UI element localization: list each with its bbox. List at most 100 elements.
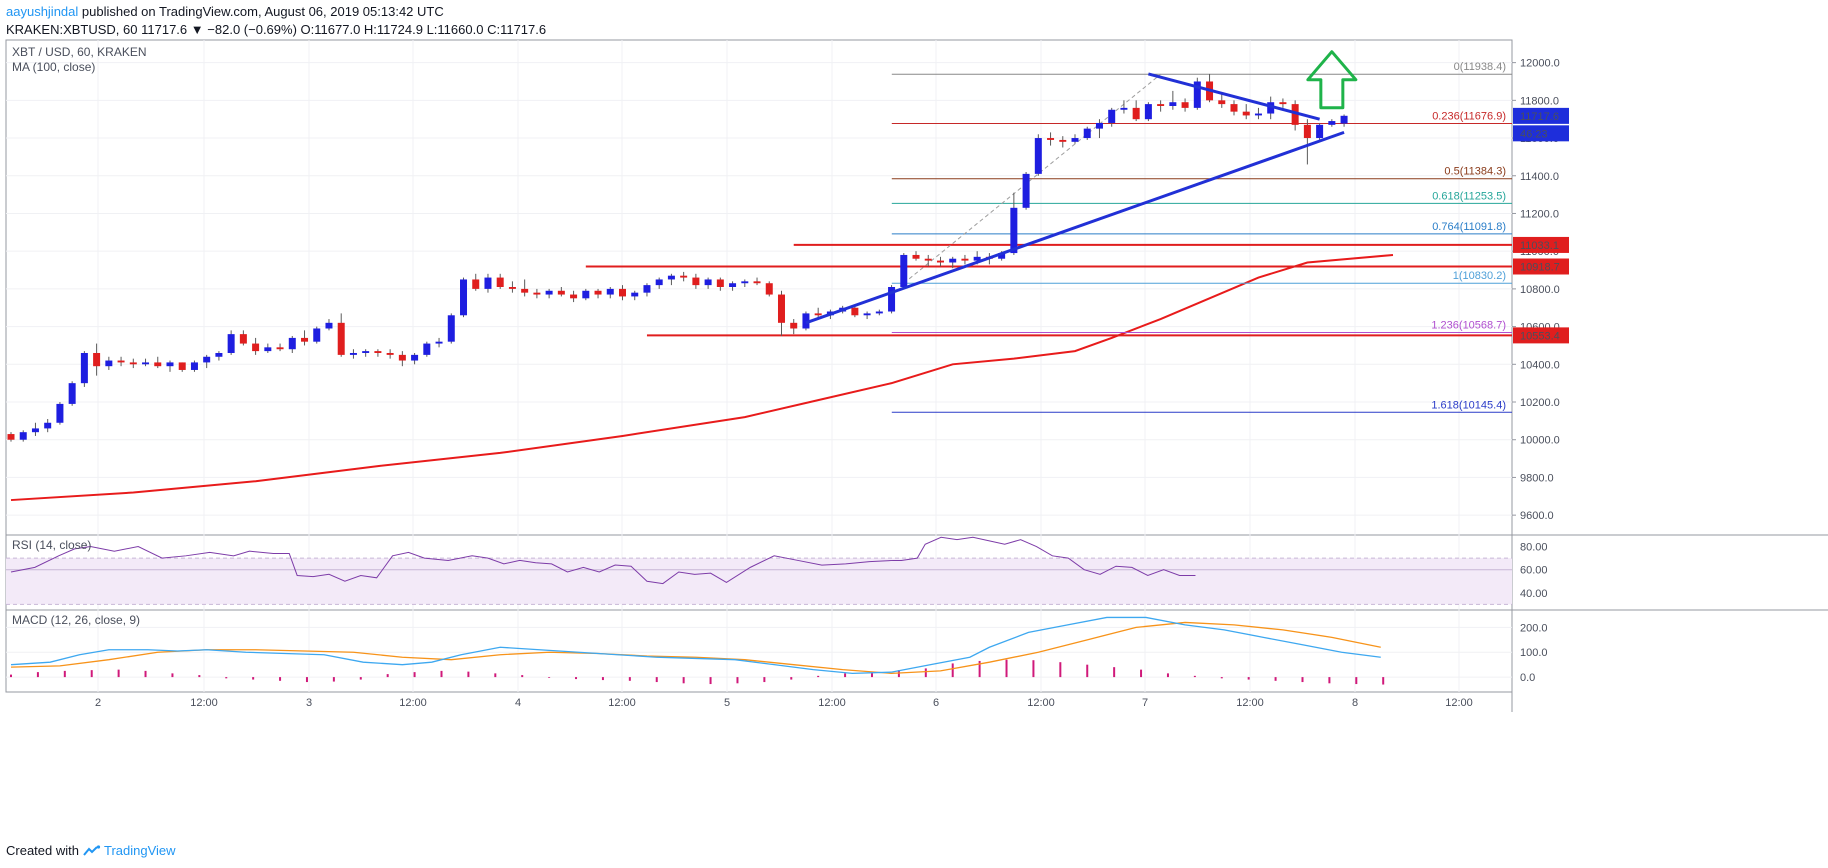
- price-change: −82.0 (−0.69%): [207, 22, 297, 37]
- trend-line: [1148, 72, 1320, 121]
- candle-body: [1267, 102, 1275, 114]
- candle-body: [1132, 107, 1140, 120]
- candle-body: [570, 294, 578, 299]
- candle-body: [1303, 124, 1311, 139]
- low-value: 11660.0: [437, 22, 484, 37]
- created-with-label: Created with: [6, 843, 79, 858]
- candle-body: [643, 285, 651, 293]
- candle-body: [264, 347, 272, 352]
- candle-body: [56, 403, 64, 423]
- ma-legend-label: MA (100, close): [12, 60, 95, 74]
- tradingview-brand-link[interactable]: TradingView: [103, 843, 176, 858]
- candle-body: [631, 292, 639, 297]
- candle-body: [142, 362, 150, 365]
- candle-body: [557, 290, 565, 295]
- rsi-band: [6, 558, 1512, 605]
- candle-body: [1059, 139, 1067, 142]
- time-tick-label: 3: [306, 697, 312, 709]
- rsi-tick-label: 40.00: [1520, 588, 1548, 600]
- candle-body: [777, 294, 785, 323]
- candle-body: [337, 322, 345, 355]
- candle-body: [362, 351, 370, 353]
- candle-body: [129, 362, 137, 365]
- candle-body: [1316, 124, 1324, 139]
- candle-body: [1279, 102, 1287, 105]
- candle-body: [1193, 81, 1201, 108]
- candle-body: [301, 337, 309, 342]
- macd-tick-label: 200.0: [1520, 622, 1548, 634]
- author-link[interactable]: aayushjindal: [6, 4, 79, 19]
- candle-body: [949, 258, 957, 263]
- close-label: C:: [487, 22, 501, 37]
- tradingview-logo-icon: [83, 845, 101, 856]
- fib-level-label: 0.618(11253.5): [1432, 190, 1506, 202]
- candle-body: [533, 292, 541, 295]
- time-tick-label: 12:00: [1027, 697, 1055, 709]
- candle-body: [1047, 138, 1055, 140]
- candle-body: [105, 360, 113, 367]
- price-tick-label: 11800.0: [1520, 95, 1559, 107]
- candle-body: [998, 253, 1006, 259]
- candle-body: [1242, 111, 1250, 116]
- price-tag: [1513, 107, 1569, 124]
- time-tick-label: 12:00: [608, 697, 636, 709]
- rsi-tick-label: 60.00: [1520, 565, 1548, 577]
- candle-body: [582, 290, 590, 299]
- candle-body: [790, 322, 798, 329]
- candle-body: [1071, 138, 1079, 142]
- candle-body: [227, 334, 235, 353]
- time-tick-label: 12:00: [399, 697, 427, 709]
- macd-signal-line: [10, 621, 1381, 675]
- macd-tick-label: 100.0: [1520, 647, 1548, 659]
- candle-body: [851, 307, 859, 316]
- candle-body: [1254, 113, 1262, 116]
- candle-body: [7, 434, 15, 440]
- candle-body: [1144, 104, 1152, 120]
- price-tag-label: 11717.6: [1520, 111, 1559, 123]
- candle-body: [1230, 104, 1238, 112]
- symbol-ohlc-line: KRAKEN:XBTUSD, 60 11717.6 ▼ −82.0 (−0.69…: [6, 22, 546, 38]
- candle-body: [215, 352, 223, 357]
- candle-body: [619, 288, 626, 297]
- rsi-line: [10, 536, 1196, 585]
- candle-body: [1181, 102, 1189, 108]
- price-tag: [1513, 327, 1569, 344]
- price-tick-label: 10000.0: [1520, 435, 1560, 447]
- candle-body: [875, 311, 883, 314]
- time-tick-label: 12:00: [1445, 697, 1473, 709]
- fib-level-label: 1(10830.2): [1453, 270, 1506, 282]
- fib-level-label: 1.236(10568.7): [1431, 319, 1506, 331]
- candle-body: [117, 360, 125, 363]
- candle-body: [973, 256, 981, 261]
- footer: Created with TradingView: [6, 843, 176, 858]
- candle-body: [1010, 207, 1018, 254]
- candle-body: [447, 315, 455, 342]
- candle-body: [325, 322, 333, 329]
- price-tag: [1513, 258, 1569, 275]
- high-value: 11724.9: [376, 22, 423, 37]
- candle-body: [435, 341, 443, 344]
- time-tick-label: 6: [933, 697, 939, 709]
- candle-body: [313, 328, 321, 342]
- candle-body: [1169, 102, 1177, 106]
- price-tag-label: 10553.4: [1520, 330, 1560, 342]
- candle-body: [692, 277, 700, 286]
- fib-level-label: 0(11938.4): [1454, 61, 1506, 73]
- candle-body: [667, 275, 675, 280]
- macd-legend-label: MACD (12, 26, close, 9): [12, 613, 140, 627]
- candle-body: [936, 260, 944, 263]
- fib-level-label: 1.618(10145.4): [1431, 399, 1506, 411]
- macd-tick-label: 0.0: [1520, 672, 1535, 684]
- last-price: 11717.6: [141, 22, 188, 37]
- fib-level-label: 0.236(11676.9): [1432, 111, 1506, 123]
- candle-body: [349, 352, 357, 355]
- candle-body: [1340, 115, 1348, 124]
- price-tag-label: 10918.7: [1520, 262, 1560, 274]
- price-tick-label: 11400.0: [1520, 171, 1559, 183]
- price-tick-label: 9800.0: [1520, 472, 1554, 484]
- candle-body: [386, 352, 394, 355]
- candle-body: [729, 283, 737, 287]
- candle-body: [68, 383, 76, 404]
- rsi-tick-label: 80.00: [1520, 542, 1548, 554]
